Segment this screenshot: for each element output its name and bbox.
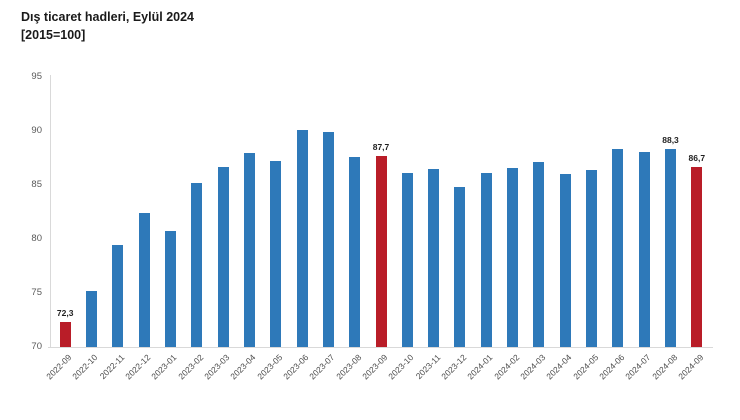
bar bbox=[164, 231, 176, 347]
y-tick-label: 70 bbox=[31, 341, 42, 352]
bar bbox=[428, 168, 440, 347]
y-tick-label: 85 bbox=[31, 179, 42, 190]
bar bbox=[112, 245, 124, 347]
bar bbox=[533, 162, 545, 347]
bar-value-label: 87,7 bbox=[372, 141, 390, 152]
y-tick-label: 95 bbox=[31, 71, 42, 82]
bar-value-label: 72,3 bbox=[56, 308, 74, 319]
chart-subtitle: [2015=100] bbox=[21, 28, 86, 42]
bar-highlighted bbox=[375, 155, 387, 347]
bar bbox=[480, 173, 492, 347]
bar-highlighted bbox=[691, 166, 703, 347]
chart-header: Dış ticaret hadleri, Eylül 2024 [2015=10… bbox=[21, 8, 194, 44]
bar bbox=[296, 129, 308, 347]
bar bbox=[454, 187, 466, 347]
bar bbox=[270, 161, 282, 347]
y-tick-label: 75 bbox=[31, 287, 42, 298]
x-axis-line bbox=[48, 347, 713, 348]
bar bbox=[85, 290, 97, 347]
bar bbox=[401, 173, 413, 347]
bar bbox=[191, 182, 203, 347]
bar bbox=[665, 149, 677, 347]
bar bbox=[612, 149, 624, 347]
bar bbox=[507, 167, 519, 347]
bar bbox=[586, 169, 598, 347]
bar-value-label: 88,3 bbox=[662, 135, 679, 146]
bar bbox=[638, 151, 650, 347]
bar bbox=[217, 166, 229, 347]
bar bbox=[138, 213, 150, 347]
bar-value-label: 86,7 bbox=[688, 152, 706, 163]
bar bbox=[243, 152, 255, 347]
chart-title: Dış ticaret hadleri, Eylül 2024 bbox=[21, 10, 194, 24]
bar-highlighted bbox=[59, 322, 71, 347]
bar bbox=[349, 156, 361, 347]
y-tick-label: 90 bbox=[31, 125, 42, 136]
y-axis-line bbox=[50, 75, 51, 348]
y-tick-label: 80 bbox=[31, 233, 42, 244]
bar bbox=[322, 132, 334, 347]
bar bbox=[559, 174, 571, 347]
